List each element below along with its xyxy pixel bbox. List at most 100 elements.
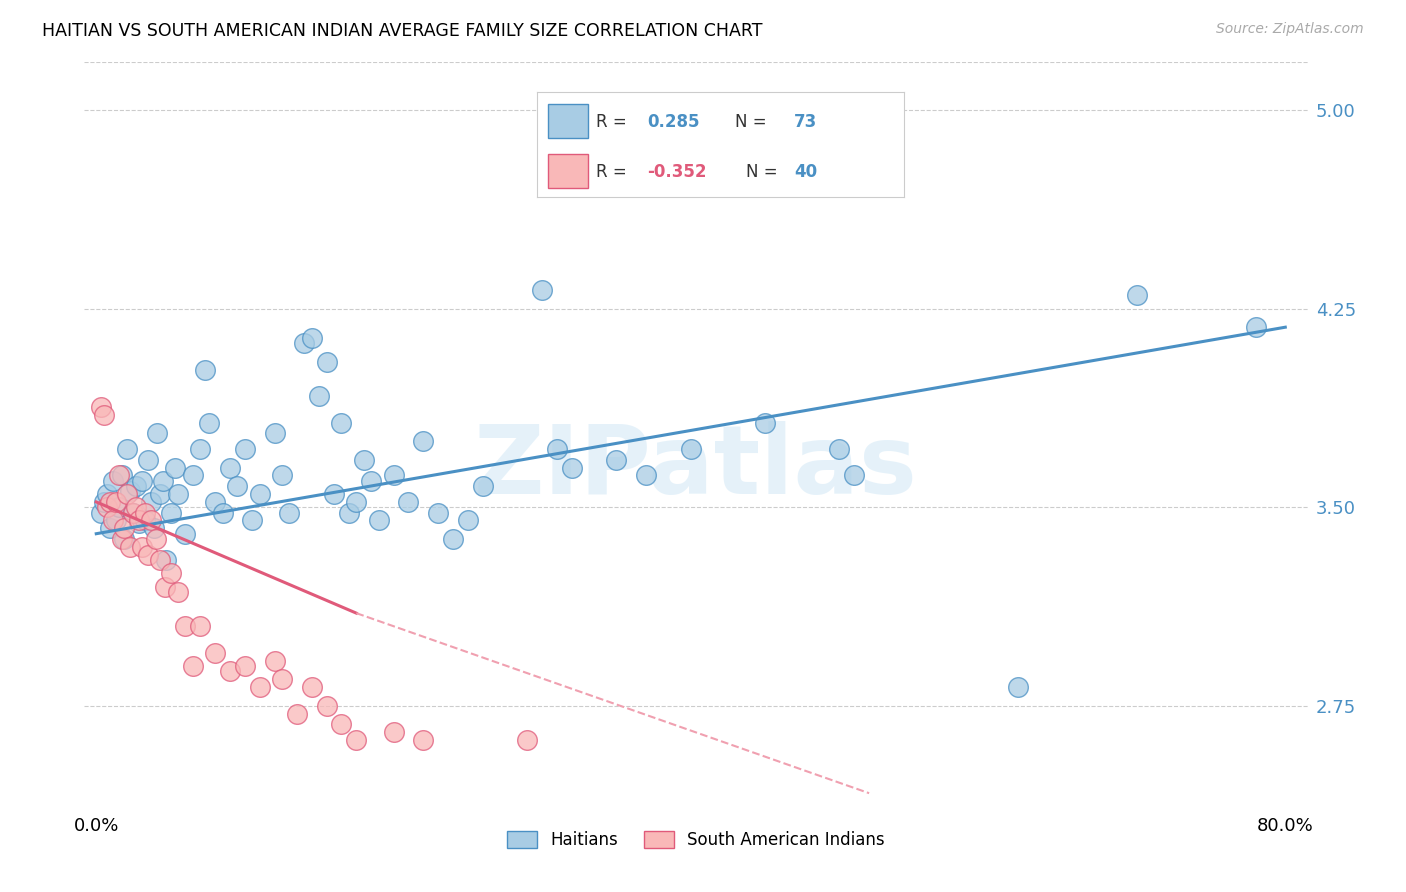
Point: [337, 506, 360, 520]
Point: [163, 460, 186, 475]
Point: [131, 474, 153, 488]
Point: [561, 460, 583, 475]
Point: [107, 468, 129, 483]
Point: [591, 135, 613, 149]
Point: [315, 698, 337, 713]
Point: [323, 487, 346, 501]
Point: [285, 706, 308, 721]
Point: [531, 283, 554, 297]
Point: [278, 506, 301, 520]
Text: Source: ZipAtlas.com: Source: ZipAtlas.com: [1216, 22, 1364, 37]
Point: [122, 506, 145, 520]
Point: [174, 526, 197, 541]
Point: [292, 336, 315, 351]
Point: [344, 733, 367, 747]
Point: [263, 426, 285, 441]
Point: [382, 725, 405, 739]
Point: [308, 389, 330, 403]
Point: [120, 484, 142, 499]
Point: [181, 659, 204, 673]
Point: [155, 553, 177, 567]
Point: [188, 619, 211, 633]
Point: [330, 717, 353, 731]
Point: [167, 585, 190, 599]
Point: [143, 521, 166, 535]
Point: [152, 474, 174, 488]
Point: [101, 474, 124, 488]
Point: [117, 487, 139, 501]
Point: [754, 416, 776, 430]
Point: [131, 540, 153, 554]
Point: [149, 487, 172, 501]
Point: [141, 513, 163, 527]
Point: [188, 442, 211, 456]
Point: [516, 733, 538, 747]
Point: [181, 468, 204, 483]
Point: [120, 540, 142, 554]
Point: [344, 495, 367, 509]
Point: [101, 513, 124, 527]
Point: [174, 619, 197, 633]
Point: [146, 426, 169, 441]
Point: [104, 513, 127, 527]
Point: [546, 442, 568, 456]
Point: [240, 513, 263, 527]
Point: [96, 500, 118, 515]
Point: [122, 506, 145, 520]
Point: [219, 665, 242, 679]
Point: [104, 495, 127, 509]
Point: [145, 532, 167, 546]
Point: [233, 442, 256, 456]
Point: [1244, 320, 1267, 334]
Point: [98, 521, 121, 535]
Point: [315, 354, 337, 368]
Text: ZIPatlas: ZIPatlas: [474, 420, 918, 514]
Point: [263, 654, 285, 668]
Point: [107, 500, 129, 515]
Point: [136, 452, 159, 467]
Point: [1007, 680, 1029, 694]
Point: [249, 487, 271, 501]
Point: [204, 646, 226, 660]
Point: [159, 566, 181, 581]
Point: [136, 548, 159, 562]
Point: [153, 580, 176, 594]
Point: [233, 659, 256, 673]
Point: [457, 513, 479, 527]
Point: [412, 733, 434, 747]
Point: [204, 495, 226, 509]
Point: [114, 521, 136, 535]
Point: [636, 468, 658, 483]
Point: [330, 416, 353, 430]
Text: HAITIAN VS SOUTH AMERICAN INDIAN AVERAGE FAMILY SIZE CORRELATION CHART: HAITIAN VS SOUTH AMERICAN INDIAN AVERAGE…: [42, 22, 762, 40]
Point: [271, 673, 294, 687]
Point: [98, 495, 121, 509]
Point: [249, 680, 271, 694]
Point: [679, 442, 702, 456]
Point: [605, 452, 627, 467]
Point: [360, 474, 382, 488]
Point: [159, 506, 181, 520]
Point: [114, 532, 136, 546]
Point: [198, 416, 221, 430]
Point: [226, 479, 249, 493]
Point: [110, 468, 132, 483]
Point: [125, 500, 148, 515]
Point: [96, 487, 118, 501]
Point: [167, 487, 190, 501]
Point: [844, 468, 866, 483]
Point: [471, 479, 494, 493]
Point: [353, 452, 375, 467]
Point: [110, 532, 132, 546]
Point: [396, 495, 419, 509]
Point: [125, 479, 148, 493]
Point: [219, 460, 242, 475]
Point: [194, 362, 217, 376]
Point: [1125, 288, 1147, 302]
Point: [90, 400, 112, 414]
Point: [211, 506, 233, 520]
Point: [828, 442, 851, 456]
Point: [93, 495, 115, 509]
Point: [128, 516, 150, 530]
Legend: Haitians, South American Indians: Haitians, South American Indians: [501, 824, 891, 855]
